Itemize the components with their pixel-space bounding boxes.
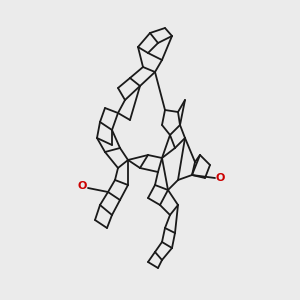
Text: O: O: [215, 173, 225, 183]
Text: O: O: [77, 181, 87, 191]
